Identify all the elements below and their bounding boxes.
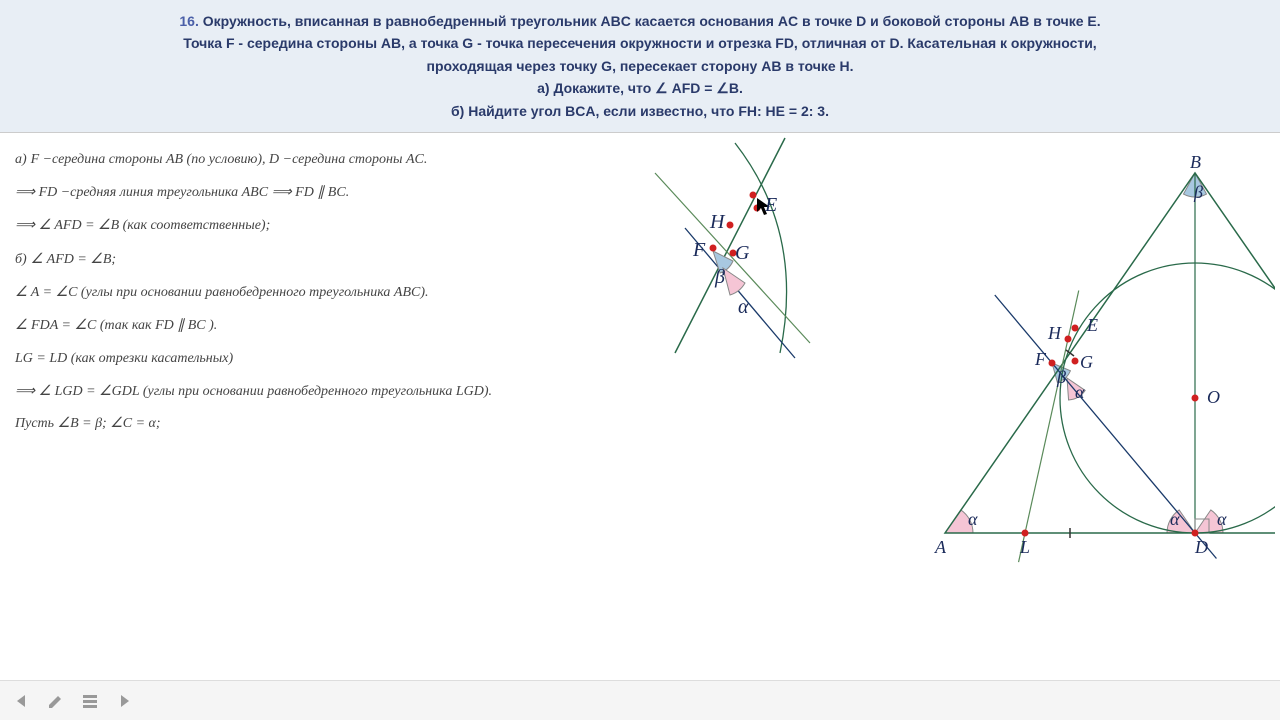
part-b-label: б) xyxy=(15,252,27,267)
svg-text:G: G xyxy=(735,242,750,264)
problem-line2: Точка F - середина стороны AB, а точка G… xyxy=(183,35,1096,51)
sol-b2: ∠ A = ∠C (углы при основании равнобедрен… xyxy=(15,278,535,309)
svg-text:F: F xyxy=(1034,349,1047,369)
part-a-label: а) xyxy=(15,152,27,167)
svg-text:F: F xyxy=(692,239,706,261)
svg-text:D: D xyxy=(1194,537,1208,557)
problem-line4: а) Докажите, что ∠ AFD = ∠B. xyxy=(537,80,743,96)
svg-text:β: β xyxy=(714,266,725,288)
svg-text:E: E xyxy=(1086,315,1098,335)
edit-icon[interactable] xyxy=(44,689,68,713)
problem-line3: проходящая через точку G, пересекает сто… xyxy=(427,58,854,74)
problem-line1: Окружность, вписанная в равнобедренный т… xyxy=(203,13,1101,29)
list-icon[interactable] xyxy=(78,689,102,713)
sol-b1: ∠ AFD = ∠B; xyxy=(31,252,116,267)
svg-text:β: β xyxy=(1056,367,1066,387)
sol-b5: ⟹ ∠ LGD = ∠GDL (углы при основании равно… xyxy=(15,377,535,408)
problem-number: 16. xyxy=(179,13,198,29)
svg-text:H: H xyxy=(1047,323,1062,343)
detail-figure: H E F Gβα xyxy=(635,133,845,373)
problem-header: 16. Окружность, вписанная в равнобедренн… xyxy=(0,0,1280,133)
sol-a1: F −середина стороны AB (по условию), D −… xyxy=(31,152,428,167)
next-icon[interactable] xyxy=(112,689,136,713)
svg-text:α: α xyxy=(1170,509,1180,529)
svg-text:α: α xyxy=(1075,382,1085,402)
sol-b3: ∠ FDA = ∠C (так как FD ∥ BC ). xyxy=(15,311,535,342)
sol-b4: LG = LD (как отрезки касательных) xyxy=(15,344,535,375)
svg-text:A: A xyxy=(934,537,947,557)
figure-area: ABCDOEHFGLββααααα HEFGβα xyxy=(535,143,1265,442)
sol-a3: ⟹ ∠ AFD = ∠B (как соответственные); xyxy=(15,211,535,242)
svg-text:L: L xyxy=(1019,537,1030,557)
svg-text:α: α xyxy=(968,509,978,529)
sol-a2: ⟹ FD −средняя линия треугольника ABC ⟹ F… xyxy=(15,178,535,209)
solution-text: а) F −середина стороны AB (по условию), … xyxy=(15,143,535,442)
problem-line5: б) Найдите угол BCA, если известно, что … xyxy=(451,103,829,119)
svg-text:H: H xyxy=(709,211,726,233)
svg-text:B: B xyxy=(1190,152,1201,172)
svg-text:α: α xyxy=(738,296,749,318)
svg-text:E: E xyxy=(764,194,777,216)
footer-toolbar xyxy=(0,680,1280,720)
svg-text:O: O xyxy=(1207,387,1220,407)
svg-text:β: β xyxy=(1193,182,1203,202)
sol-b6: Пусть ∠B = β; ∠C = α; xyxy=(15,409,535,440)
svg-text:G: G xyxy=(1080,352,1093,372)
content-area: а) F −середина стороны AB (по условию), … xyxy=(0,133,1280,452)
svg-text:α: α xyxy=(1217,509,1227,529)
prev-icon[interactable] xyxy=(10,689,34,713)
